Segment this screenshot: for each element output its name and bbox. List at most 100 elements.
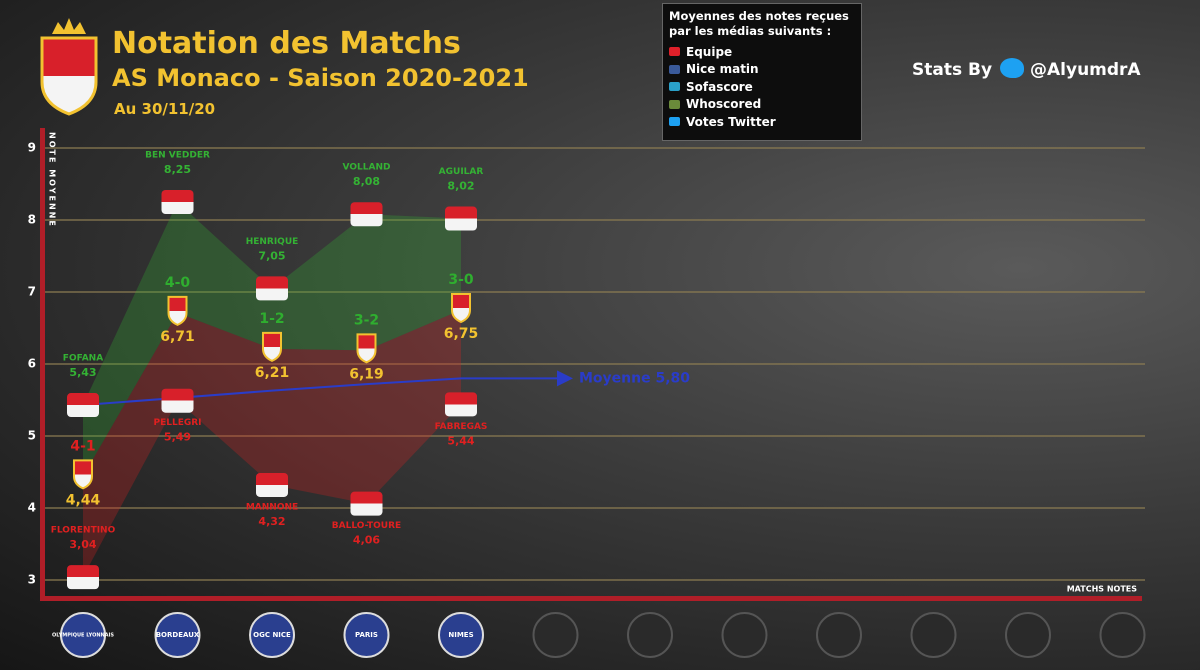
source-label: Votes Twitter bbox=[686, 114, 776, 129]
worst-area bbox=[83, 310, 461, 578]
player-mark bbox=[67, 393, 99, 418]
y-tick-label: 3 bbox=[28, 573, 36, 587]
source-icon bbox=[669, 47, 680, 57]
x-tick-label: PARIS bbox=[355, 631, 378, 639]
best-player-name: AGUILAR bbox=[439, 167, 484, 177]
team-rating: 6,19 bbox=[349, 366, 384, 382]
team-mark bbox=[356, 333, 377, 364]
best-player-rating: 8,25 bbox=[164, 163, 191, 176]
x-tick-label: OGC NICE bbox=[253, 631, 291, 639]
date: Au 30/11/20 bbox=[114, 100, 216, 118]
source-icon bbox=[669, 99, 680, 109]
team-rating: 6,75 bbox=[444, 326, 479, 342]
worst-player-name: MANNONE bbox=[246, 502, 298, 512]
opponent-logo bbox=[1099, 612, 1146, 658]
opponent-logo bbox=[627, 612, 673, 658]
worst-player-rating: 4,06 bbox=[353, 534, 380, 547]
match-score: 1-2 bbox=[259, 311, 284, 327]
stats-by: Stats By bbox=[912, 60, 993, 80]
player-mark bbox=[161, 190, 194, 214]
player-mark bbox=[350, 202, 383, 227]
player-mark bbox=[256, 472, 288, 497]
opponent-logo bbox=[721, 612, 768, 658]
source-item: Whoscored bbox=[669, 96, 855, 114]
opponent-logo bbox=[343, 612, 390, 658]
opponent-logo bbox=[816, 612, 862, 658]
y-tick-label: 6 bbox=[28, 357, 36, 371]
best-player-rating: 8,02 bbox=[447, 180, 474, 193]
opponent-logo bbox=[532, 612, 579, 658]
source-item: Nice matin bbox=[669, 61, 855, 79]
y-axis-bar bbox=[40, 128, 45, 600]
y-tick-label: 4 bbox=[28, 501, 36, 515]
sources-title: Moyennes des notes reçues par les médias… bbox=[669, 9, 849, 38]
team-mark bbox=[73, 459, 93, 490]
best-player-rating: 5,43 bbox=[69, 366, 96, 379]
opponent-logo bbox=[910, 612, 957, 658]
source-item: Sofascore bbox=[669, 78, 855, 96]
x-axis-label: MATCHS NOTES bbox=[1067, 585, 1138, 594]
worst-player-rating: 5,44 bbox=[447, 434, 474, 447]
team-rating: 6,71 bbox=[160, 329, 195, 345]
x-tick-label: BORDEAUX bbox=[156, 631, 200, 639]
y-tick-label: 8 bbox=[28, 213, 36, 227]
source-item: Votes Twitter bbox=[669, 113, 855, 131]
best-player-name: FOFANA bbox=[63, 354, 103, 364]
average-label: Moyenne 5,80 bbox=[579, 370, 690, 386]
best-player-name: HENRIQUE bbox=[246, 237, 299, 247]
average-line bbox=[82, 377, 462, 407]
worst-player-name: FLORENTINO bbox=[51, 526, 116, 536]
team-mark bbox=[262, 331, 282, 362]
x-tick-label: NIMES bbox=[448, 631, 473, 639]
player-mark bbox=[445, 206, 477, 231]
worst-player-name: FABREGAS bbox=[435, 422, 488, 432]
worst-player-name: PELLEGRI bbox=[153, 418, 201, 428]
best-player-rating: 7,05 bbox=[258, 249, 285, 262]
x-axis-bar bbox=[40, 596, 1142, 601]
match-score: 3-2 bbox=[354, 312, 379, 328]
match-score: 4-1 bbox=[70, 438, 95, 454]
opponent-logo bbox=[249, 612, 295, 658]
y-axis-label: NOTE MOYENNE bbox=[48, 132, 57, 228]
best-player-name: BEN VEDDER bbox=[145, 151, 210, 161]
subtitle: AS Monaco - Saison 2020-2021 bbox=[112, 64, 529, 92]
worst-player-rating: 4,32 bbox=[258, 515, 285, 528]
y-tick-label: 9 bbox=[28, 141, 36, 155]
team-mark bbox=[451, 293, 471, 324]
y-tick-label: 5 bbox=[28, 429, 36, 443]
player-mark bbox=[67, 565, 99, 590]
worst-player-rating: 5,49 bbox=[164, 431, 191, 444]
opponent-logo bbox=[438, 612, 484, 658]
club-crest bbox=[40, 18, 98, 116]
opponent-logo bbox=[154, 612, 201, 658]
title: Notation des Matchs bbox=[112, 26, 461, 61]
player-mark bbox=[161, 388, 194, 413]
player-mark bbox=[256, 276, 288, 301]
opponent-logo bbox=[1005, 612, 1051, 658]
team-rating: 6,21 bbox=[255, 365, 290, 381]
source-icon bbox=[669, 64, 680, 74]
source-label: Sofascore bbox=[686, 79, 753, 94]
player-mark bbox=[445, 392, 477, 417]
source-item: Equipe bbox=[669, 43, 855, 61]
worst-player-rating: 3,04 bbox=[69, 538, 96, 551]
x-tick-label: OLYMPIQUE LYONNAIS bbox=[52, 633, 114, 639]
match-score: 4-0 bbox=[165, 275, 191, 291]
sources-list: Equipe Nice matin Sofascore Whoscored Votes … bbox=[669, 43, 855, 131]
best-player-rating: 8,08 bbox=[353, 175, 380, 188]
player-mark bbox=[350, 491, 383, 516]
y-tick-label: 7 bbox=[28, 285, 36, 299]
handle: @AlyumdrA bbox=[1030, 60, 1141, 80]
source-label: Equipe bbox=[686, 44, 733, 59]
team-rating: 4,44 bbox=[66, 492, 101, 508]
source-label: Nice matin bbox=[686, 62, 759, 77]
team-mark bbox=[167, 295, 188, 326]
match-score: 3-0 bbox=[448, 272, 474, 288]
source-label: Whoscored bbox=[686, 97, 762, 112]
best-player-name: VOLLAND bbox=[343, 163, 391, 173]
twitter-icon bbox=[1000, 58, 1024, 78]
source-icon bbox=[669, 117, 680, 127]
source-icon bbox=[669, 82, 680, 92]
